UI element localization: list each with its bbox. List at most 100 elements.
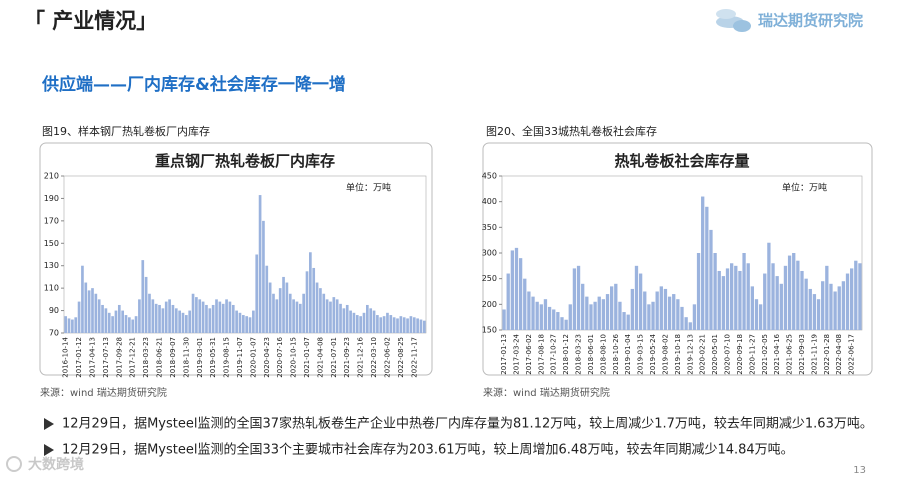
bar (282, 276, 285, 333)
bar (601, 299, 606, 330)
bar (589, 304, 593, 330)
chart: 图19、样本钢厂热轧卷板厂内库存重点钢厂热轧卷板厂内库存单位：万吨来源：wind… (39, 124, 433, 399)
bar (245, 316, 249, 333)
bar (821, 281, 825, 330)
bar (201, 301, 205, 333)
bar (268, 282, 272, 333)
bar (647, 304, 651, 330)
bar (64, 316, 68, 333)
bar (692, 304, 697, 330)
bar (158, 304, 161, 333)
bar (717, 270, 721, 330)
bar (854, 260, 858, 330)
bar (412, 317, 416, 333)
bar (215, 299, 218, 333)
bar (288, 293, 292, 333)
bar (858, 263, 862, 330)
x-tick-label: 2021-06-25 (786, 334, 794, 375)
x-tick-label: 2019-01-04 (624, 333, 632, 374)
bar (523, 278, 527, 330)
bar (630, 288, 634, 330)
bar (345, 304, 349, 333)
bar (221, 303, 225, 333)
bar (265, 265, 269, 333)
y-tick-label: 450 (482, 172, 497, 181)
x-tick-label: 2019-12-13 (686, 334, 694, 375)
watermark-icon (6, 456, 22, 472)
bar (134, 316, 138, 333)
watermark: 大数跨境 (28, 456, 84, 473)
bar (585, 296, 589, 330)
bar (84, 282, 88, 333)
x-tick-label: 2019-03-15 (637, 334, 645, 375)
y-tick-label: 200 (482, 300, 497, 309)
x-tick-label: 2022-03-10 (370, 337, 378, 378)
bullet-icon (44, 418, 54, 430)
bar (837, 286, 841, 330)
bar (195, 297, 198, 333)
bar (655, 291, 659, 330)
bar (730, 263, 734, 330)
source: 来源：wind 瑞达期货研究院 (483, 386, 610, 399)
bar (684, 317, 688, 330)
bar (402, 317, 406, 333)
x-tick-label: 2021-04-08 (316, 337, 324, 378)
bar (285, 282, 289, 333)
bar (258, 195, 262, 333)
x-tick-label: 2022-06-02 (383, 337, 391, 378)
bar (101, 304, 104, 333)
x-tick-label: 2020-07-16 (276, 336, 284, 377)
x-tick-label: 2020-09-18 (736, 334, 744, 375)
bar (651, 301, 655, 330)
bar (332, 297, 336, 333)
x-tick-label: 2020-01-07 (249, 337, 257, 378)
y-tick-label: 70 (49, 329, 59, 338)
bar (725, 268, 730, 330)
bar (121, 310, 124, 333)
bullet-icon (44, 444, 54, 456)
bar (295, 301, 299, 333)
bar (531, 296, 535, 330)
bar (547, 306, 552, 330)
bar (174, 308, 178, 333)
y-tick-label: 170 (44, 216, 59, 225)
bar (643, 291, 647, 330)
bar (369, 308, 373, 333)
bar (626, 314, 630, 330)
bar (618, 301, 622, 330)
figure-caption: 图20、全国33城热轧卷板社会库存 (486, 124, 657, 138)
bar (164, 301, 168, 333)
bar (593, 301, 597, 330)
bar (168, 299, 171, 333)
bar (124, 315, 128, 333)
x-tick-label: 2022-08-25 (397, 337, 405, 378)
bar (339, 303, 342, 333)
bar (91, 288, 94, 333)
x-tick-label: 2019-08-02 (661, 334, 669, 375)
bar (366, 304, 369, 333)
bar (352, 312, 356, 333)
x-tick-label: 2019-05-24 (649, 333, 657, 374)
bar (816, 299, 821, 330)
unit-label: 单位：万吨 (782, 182, 827, 194)
x-tick-label: 2022-01-28 (823, 334, 831, 375)
y-tick-label: 150 (482, 326, 497, 335)
bar (355, 315, 359, 333)
bar (87, 290, 91, 333)
bar (634, 265, 639, 330)
bar (506, 273, 510, 330)
bar (305, 271, 309, 333)
y-tick-label: 250 (482, 274, 497, 283)
chart-title: 重点钢厂热轧卷板厂内库存 (155, 152, 335, 170)
bar (581, 283, 585, 330)
x-tick-label: 2020-10-15 (290, 337, 298, 378)
bar (71, 319, 74, 333)
bar (94, 293, 98, 333)
bar (614, 283, 618, 330)
x-tick-label: 2017-09-28 (115, 337, 123, 378)
bar (833, 291, 837, 330)
x-tick-label: 2019-11-07 (236, 337, 244, 378)
bar (104, 308, 108, 333)
bar (342, 308, 346, 333)
